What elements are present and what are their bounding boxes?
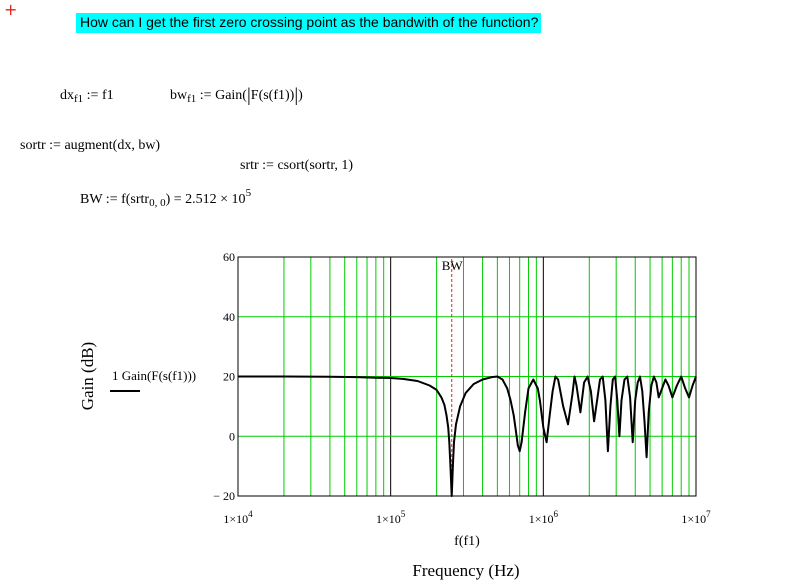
plot-traces [238, 375, 697, 497]
dx-assignment: := f1 [86, 88, 114, 103]
bw-definition[interactable]: bwf1 := Gain(|F(s(f1))|) [170, 85, 303, 108]
bw-result-subscript: 0, 0 [149, 197, 166, 209]
bw-result-close: ) [165, 192, 171, 207]
x-tick-exponent: 7 [706, 509, 711, 519]
y-tick-label: 40 [223, 310, 235, 324]
x-axis-label: Frequency (Hz) [412, 561, 519, 580]
x-tick-label: 1×104 [223, 509, 253, 526]
bw-result-value: = 2.512 × 10 [173, 192, 246, 207]
abs-bar-right: | [294, 85, 299, 106]
bw-assignment-open: := Gain( [199, 88, 247, 103]
y-tick-label: 60 [223, 250, 235, 264]
x-tick-exponent: 6 [553, 509, 558, 519]
bw-result-definition[interactable]: BW := f(srtr0, 0) = 2.512 × 105 [80, 184, 251, 212]
gain-trace-line [238, 375, 697, 497]
trace-legend-label: 1 Gain(F(s(f1))) [112, 368, 196, 383]
x-axis-expression: f(f1) [454, 534, 480, 549]
y-tick-label: − 20 [213, 489, 235, 503]
abs-bar-left: | [246, 85, 251, 106]
bw-subscript: f1 [187, 93, 197, 105]
y-tick-label: 0 [229, 429, 235, 443]
dx-definition[interactable]: dxf1 := f1 [60, 87, 114, 108]
bw-assignment-close: ) [298, 88, 303, 103]
x-tick-base: 1×10 [529, 512, 554, 526]
bw-symbol: bw [170, 88, 188, 103]
bw-result-exponent: 5 [245, 187, 252, 199]
bw-marker-label: BW [442, 258, 464, 273]
x-tick-base: 1×10 [223, 512, 248, 526]
y-tick-label: 20 [223, 370, 235, 384]
dx-subscript: f1 [74, 93, 84, 105]
x-tick-exponent: 4 [248, 509, 253, 519]
crosshair-cursor-icon: + [4, 0, 18, 19]
bw-result-srtr: srtr [130, 192, 150, 207]
y-axis-label: Gain (dB) [78, 342, 97, 410]
x-tick-exponent: 5 [401, 509, 406, 519]
question-text: How can I get the first zero crossing po… [76, 13, 542, 33]
x-tick-label: 1×105 [376, 509, 406, 526]
sortr-definition[interactable]: sortr := augment(dx, bw) [20, 138, 161, 153]
dx-symbol: dx [60, 88, 74, 103]
bw-result-open: BW := f( [80, 192, 131, 207]
x-tick-label: 1×107 [681, 509, 711, 526]
x-tick-label: 1×106 [529, 509, 559, 526]
srtr-definition[interactable]: srtr := csort(sortr, 1) [240, 158, 354, 173]
x-tick-base: 1×10 [376, 512, 401, 526]
x-tick-base: 1×10 [681, 512, 706, 526]
bw-assignment-arg: F(s(f1)) [250, 88, 295, 103]
